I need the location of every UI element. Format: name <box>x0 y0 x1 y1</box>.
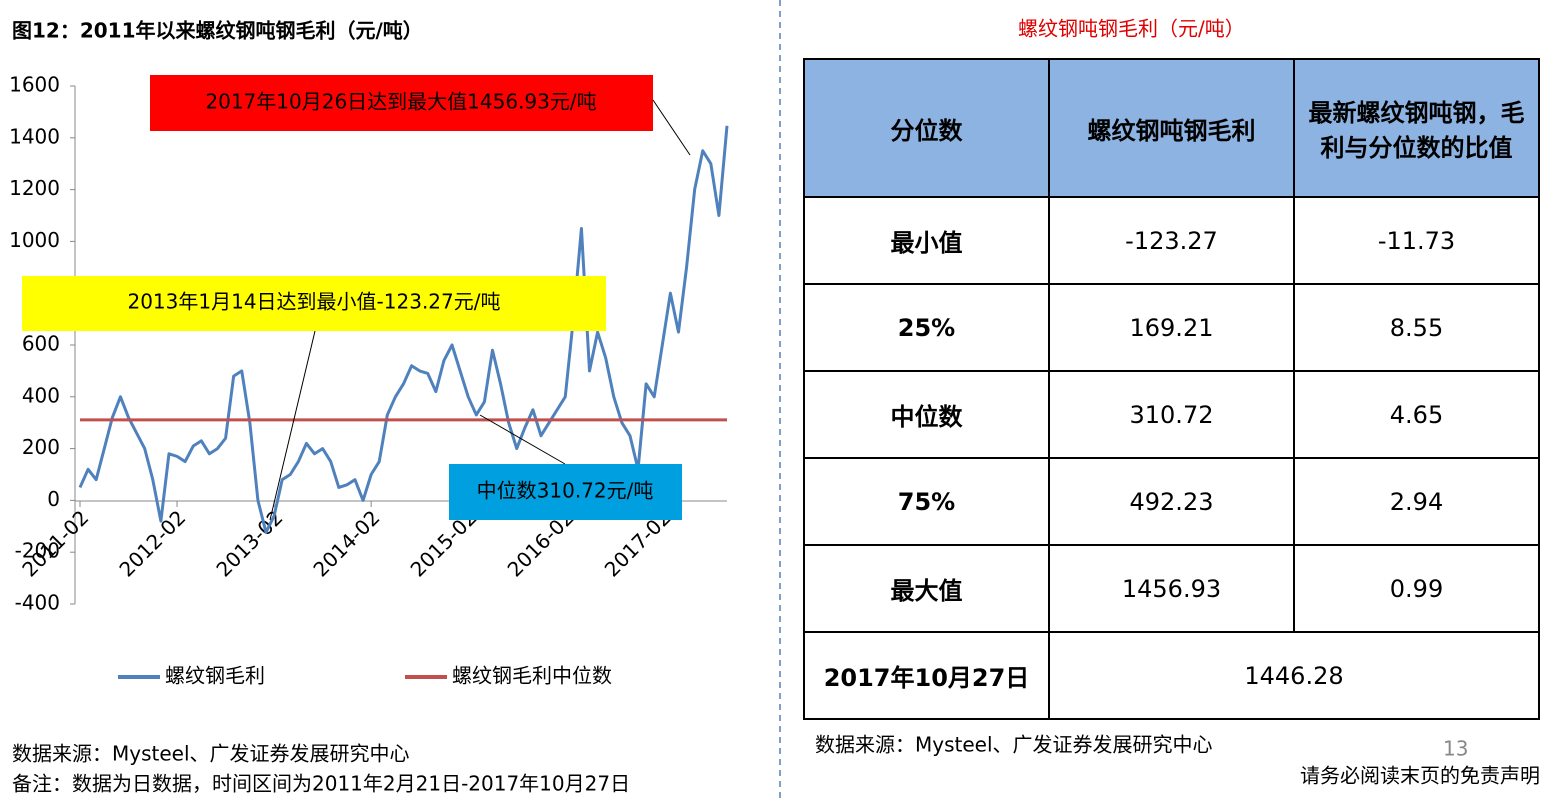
y-tick-label: 400 <box>22 383 60 407</box>
annotation: 中位数310.72元/吨 <box>477 479 654 503</box>
cell: 492.23 <box>1048 457 1295 546</box>
y-tick-label: 1600 <box>9 73 60 97</box>
table-source: 数据来源：Mysteel、广发证券发展研究中心 <box>815 733 1213 757</box>
y-tick-label: 1200 <box>9 176 60 200</box>
annotation: 2013年1月14日达到最小值-123.27元/吨 <box>127 290 500 314</box>
y-tick-label: -400 <box>15 591 60 615</box>
cell: 75% <box>803 457 1050 546</box>
x-tick-label: 2012-02 <box>114 505 190 581</box>
header-cell: 螺纹钢吨钢毛利 <box>1048 58 1295 198</box>
cell: 8.55 <box>1293 283 1540 372</box>
max-box <box>150 75 653 131</box>
y-tick-label: 1000 <box>9 228 60 252</box>
legend-label: 螺纹钢毛利中位数 <box>452 664 612 688</box>
y-tick-label: 0 <box>47 487 60 511</box>
cell: 2.94 <box>1293 457 1540 546</box>
row: 2017年10月27日 1446.28 <box>803 631 1540 720</box>
cell: 1446.28 <box>1048 631 1540 720</box>
y-tick-label: 1400 <box>9 124 60 148</box>
cell: 中位数 <box>803 370 1050 459</box>
cell: 4.65 <box>1293 370 1540 459</box>
cell: 25% <box>803 283 1050 372</box>
cell: 169.21 <box>1048 283 1295 372</box>
series-line <box>78 125 729 534</box>
cell: -11.73 <box>1293 196 1540 285</box>
cell: 最大值 <box>803 544 1050 633</box>
cell: 1456.93 <box>1048 544 1295 633</box>
cell: -123.27 <box>1048 196 1295 285</box>
table: 分位数 螺纹钢吨钢毛利 最新螺纹钢吨钢，毛利与分位数的比值 最小值 -123.27… <box>803 58 1540 720</box>
annotation: 2017年10月26日达到最大值1456.93元/吨 <box>205 90 596 114</box>
y-tick-label: -200 <box>15 539 60 563</box>
row: 最小值 -123.27 -11.73 <box>803 196 1540 285</box>
legend-label: 螺纹钢毛利 <box>165 664 265 688</box>
cell: 最小值 <box>803 196 1050 285</box>
note: 备注：数据为日数据，时间区间为2011年2月21日-2017年10月27日 <box>12 772 630 796</box>
row: 25% 169.21 8.55 <box>803 283 1540 372</box>
x-tick-label: 2013-02 <box>211 505 287 581</box>
row: 中位数 310.72 4.65 <box>803 370 1540 459</box>
table-title: 螺纹钢吨钢毛利（元/吨） <box>1018 17 1245 41</box>
chart-title: 图12：2011年以来螺纹钢吨钢毛利（元/吨） <box>12 19 423 43</box>
leader <box>269 330 316 521</box>
y-tick-label: 600 <box>22 332 60 356</box>
source: 数据来源：Mysteel、广发证券发展研究中心 <box>12 742 410 766</box>
row: 最大值 1456.93 0.99 <box>803 544 1540 633</box>
leader <box>652 99 691 156</box>
disclaimer: 请务必阅读末页的免责声明 <box>1300 764 1540 788</box>
cell: 310.72 <box>1048 370 1295 459</box>
header-row: 分位数 螺纹钢吨钢毛利 最新螺纹钢吨钢，毛利与分位数的比值 <box>803 58 1540 198</box>
header-cell: 最新螺纹钢吨钢，毛利与分位数的比值 <box>1293 58 1540 198</box>
page-number: 13 <box>1443 737 1468 761</box>
cell: 2017年10月27日 <box>803 631 1050 720</box>
min-box <box>22 276 606 331</box>
header-cell: 分位数 <box>803 58 1050 198</box>
cell: 0.99 <box>1293 544 1540 633</box>
row: 75% 492.23 2.94 <box>803 457 1540 546</box>
leader <box>479 414 566 465</box>
y-tick-label: 200 <box>22 435 60 459</box>
median-box <box>449 464 682 520</box>
x-tick-label: 2014-02 <box>309 505 385 581</box>
